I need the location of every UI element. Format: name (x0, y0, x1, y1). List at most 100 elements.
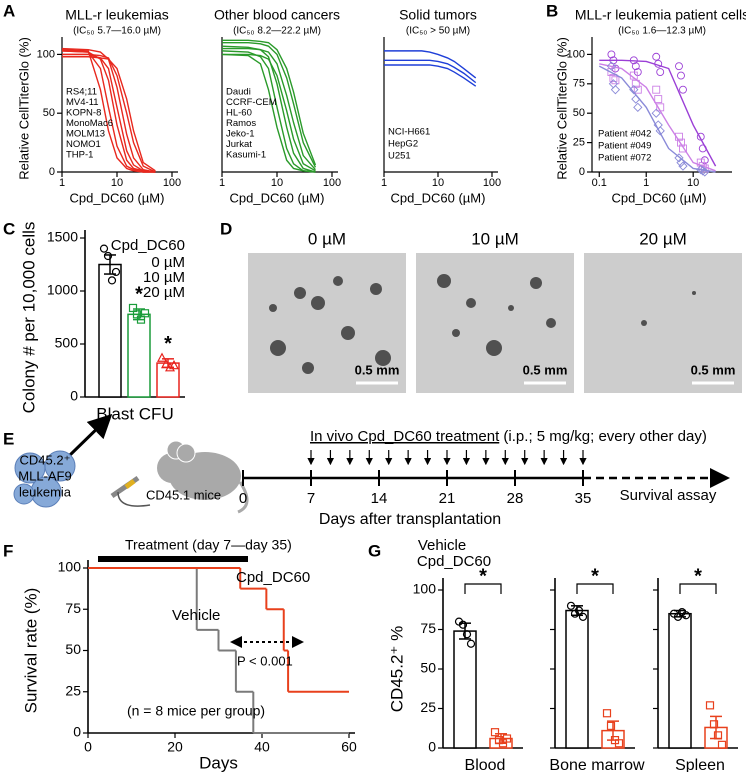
legend-entry: Ramos (226, 118, 256, 129)
mice-text: CD45.1 mice (146, 487, 221, 502)
data-point (696, 132, 705, 141)
data-point (157, 352, 167, 362)
y-axis-label: CD45.2⁺ % (387, 626, 406, 712)
chart-title: Solid tumors (399, 7, 477, 23)
legend-entry: Cpd_DC60 (417, 553, 491, 570)
dose-curve (62, 53, 156, 173)
y-tick-label: 75 (65, 600, 81, 616)
y-tick-label: 500 (55, 335, 79, 351)
colony (508, 305, 514, 311)
dose-curve (222, 47, 316, 171)
legend-entry: Jurkat (226, 139, 252, 150)
y-tick-label: 100 (37, 48, 55, 60)
timeline-tick-label: 7 (307, 490, 315, 507)
legend-entry: KOPN-8 (66, 108, 101, 119)
annotation: P < 0.001 (237, 653, 293, 668)
bracket (679, 583, 717, 594)
data-point (606, 61, 617, 71)
data-point (700, 167, 710, 177)
bar (565, 609, 589, 749)
data-point (103, 251, 113, 261)
data-point (609, 73, 618, 82)
colony (375, 350, 391, 366)
panel-label: B (546, 1, 558, 20)
x-tick-label: Spleen (675, 757, 725, 772)
legend-entry: Vehicle (418, 537, 466, 554)
colony (437, 274, 451, 288)
data-point (490, 728, 500, 737)
y-tick-label: 50 (573, 107, 585, 119)
data-point (696, 165, 706, 175)
data-point (629, 56, 638, 65)
x-tick-label: 0 (84, 739, 92, 755)
data-point (698, 166, 708, 176)
cell (13, 483, 35, 505)
data-point (676, 157, 686, 168)
x-tick-label: 10 (687, 177, 699, 189)
significance: * (135, 283, 143, 305)
y-tick-label: 50 (65, 641, 81, 657)
data-point (654, 59, 663, 68)
dose-curve (61, 47, 156, 173)
x-tick-label: 1 (381, 177, 387, 189)
significance: * (164, 333, 172, 355)
arrow (68, 413, 113, 457)
annotation: (n = 8 mice per group) (127, 703, 265, 719)
data-point (679, 85, 687, 94)
x-axis-label: Cpd_DC60 (µM) (230, 190, 325, 205)
data-point (713, 731, 723, 740)
scale-label: 0.5 mm (355, 362, 400, 377)
dose-curve (222, 41, 317, 168)
data-point (652, 85, 661, 94)
legend-entry: HepG2 (388, 139, 418, 150)
x-tick-label: 0.1 (592, 177, 607, 189)
data-point (678, 161, 688, 171)
image-title: 0 µM (308, 229, 346, 248)
treatment-label: Treatment (day 7—day 35) (125, 537, 292, 553)
x-tick-label: Bone marrow (549, 757, 645, 772)
legend-entry: Patient #042 (598, 129, 651, 140)
y-tick-label: 1000 (47, 282, 78, 298)
timeline-label: Days after transplantation (319, 511, 501, 528)
legend-title: Cpd_DC60 (111, 237, 185, 254)
timeline-tick-label: 21 (439, 490, 456, 507)
syringe (124, 479, 136, 489)
x-tick-label: Blood (465, 757, 506, 772)
data-point (705, 701, 715, 710)
legend-entry: Patient #072 (598, 153, 651, 164)
data-point (165, 362, 175, 372)
colony (692, 291, 696, 295)
x-tick-label: 40 (254, 739, 270, 755)
y-tick-label: 25 (65, 682, 81, 698)
legend-entry: U251 (388, 151, 411, 162)
legend-entry: 0 µM (151, 254, 185, 271)
y-tick-label: 75 (573, 78, 585, 90)
x-tick-label: 20 (167, 739, 183, 755)
data-point (161, 358, 171, 369)
image-title: 10 µM (471, 229, 519, 248)
data-point (462, 630, 472, 639)
data-point (709, 720, 719, 729)
x-axis-label: Blast CFU (96, 404, 173, 423)
legend-entry: Daudi (226, 87, 251, 98)
micrograph (584, 253, 742, 393)
x-axis-label: Cpd_DC60 (µM) (612, 190, 707, 205)
colony (270, 340, 286, 356)
cells-text: MLL-AF9 (18, 468, 71, 483)
micrograph (248, 253, 406, 393)
dose-curve (384, 50, 477, 79)
legend-entry: Jeko-1 (226, 129, 255, 140)
data-point (677, 71, 685, 80)
significance: * (591, 565, 599, 587)
scale-label: 0.5 mm (523, 362, 568, 377)
y-tick-label: 0 (579, 166, 585, 178)
bar (668, 612, 692, 749)
bar (127, 313, 151, 398)
y-tick-label: 100 (58, 559, 82, 575)
y-tick-label: 50 (420, 660, 436, 676)
image-title: 20 µM (639, 229, 687, 248)
chart-subtitle: (IC₅₀ 1.6—12.3 µM) (618, 26, 706, 37)
data-point (606, 721, 616, 730)
colony (302, 362, 314, 374)
dose-curve (599, 59, 717, 167)
